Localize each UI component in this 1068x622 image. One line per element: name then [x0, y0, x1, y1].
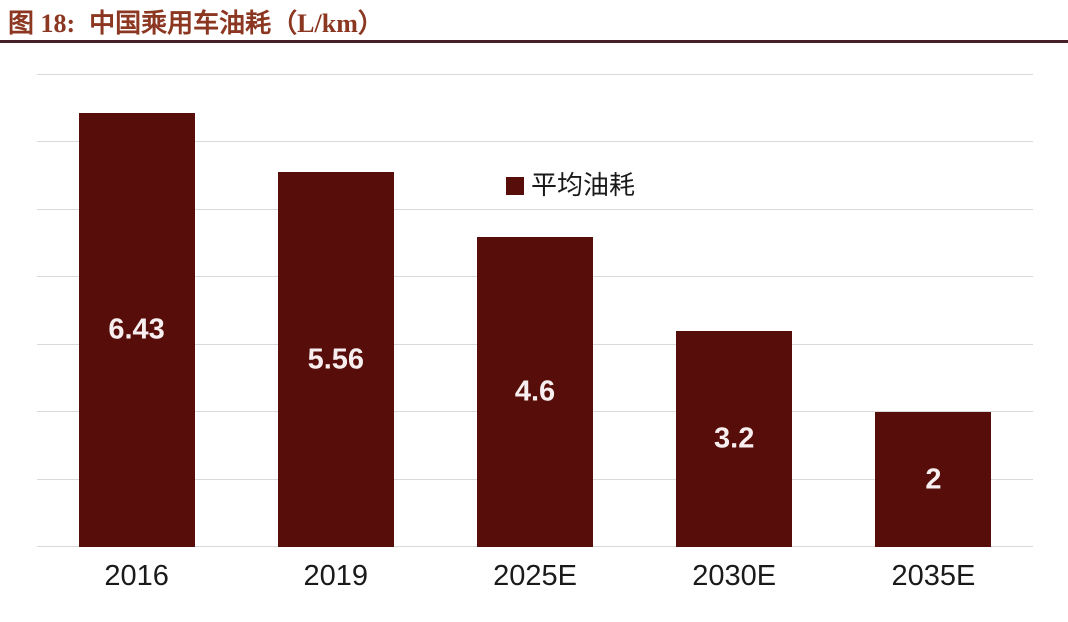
- gridline: [37, 74, 1033, 75]
- x-axis: 2016 2019 2025E 2030E 2035E: [37, 560, 1033, 596]
- x-axis-label: 2035E: [891, 560, 976, 592]
- bar-value-label: 5.56: [307, 343, 365, 376]
- legend-swatch-icon: [506, 177, 524, 195]
- figure-title-text: 中国乘用车油耗（L/km）: [89, 8, 384, 38]
- plot-area: 平均油耗 6.43 5.56 4.6 3.2 2: [37, 74, 1033, 547]
- x-axis-label: 2025E: [493, 560, 577, 592]
- figure-title: 图 18: 中国乘用车油耗（L/km）: [8, 4, 384, 38]
- x-axis-label: 2030E: [692, 560, 777, 592]
- bar-value-label: 4.6: [514, 375, 556, 408]
- x-axis-label: 2019: [303, 560, 369, 592]
- legend: 平均油耗: [506, 173, 635, 199]
- bar-2025E: 4.6: [477, 236, 593, 547]
- gridline: [37, 141, 1033, 143]
- x-axis-label: 2016: [104, 560, 169, 592]
- bar-value-label: 3.2: [714, 422, 755, 455]
- title-underline: [0, 40, 1068, 43]
- legend-label: 平均油耗: [531, 171, 636, 200]
- bar-value-label: 2: [925, 463, 942, 496]
- bar-value-label: 6.43: [108, 313, 165, 346]
- figure-number: 图 18:: [8, 8, 76, 38]
- bar-2030E: 3.2: [676, 331, 793, 547]
- gridline: [37, 208, 1033, 210]
- bar-2035E: 2: [875, 412, 992, 547]
- bar-2019: 5.56: [277, 172, 394, 547]
- bar-2016: 6.43: [78, 113, 195, 547]
